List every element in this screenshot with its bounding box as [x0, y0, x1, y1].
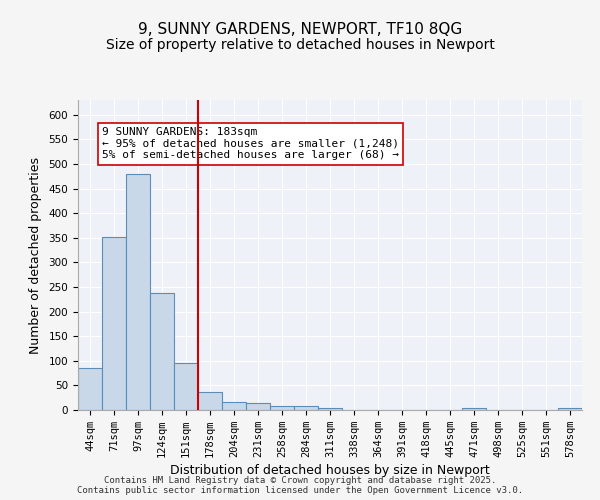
Text: Size of property relative to detached houses in Newport: Size of property relative to detached ho… — [106, 38, 494, 52]
Bar — [174, 363, 198, 410]
Bar — [558, 408, 582, 410]
Bar — [126, 174, 150, 410]
Bar — [462, 408, 486, 410]
Bar — [294, 406, 318, 410]
Bar — [246, 403, 270, 410]
Bar — [78, 368, 102, 410]
Bar — [318, 408, 342, 410]
Bar — [198, 392, 222, 410]
Bar — [270, 406, 294, 410]
Bar — [150, 294, 174, 410]
Text: 9 SUNNY GARDENS: 183sqm
← 95% of detached houses are smaller (1,248)
5% of semi-: 9 SUNNY GARDENS: 183sqm ← 95% of detache… — [102, 127, 399, 160]
X-axis label: Distribution of detached houses by size in Newport: Distribution of detached houses by size … — [170, 464, 490, 477]
Bar — [222, 402, 246, 410]
Y-axis label: Number of detached properties: Number of detached properties — [29, 156, 41, 354]
Bar — [102, 237, 126, 410]
Text: 9, SUNNY GARDENS, NEWPORT, TF10 8QG: 9, SUNNY GARDENS, NEWPORT, TF10 8QG — [138, 22, 462, 38]
Text: Contains HM Land Registry data © Crown copyright and database right 2025.
Contai: Contains HM Land Registry data © Crown c… — [77, 476, 523, 495]
